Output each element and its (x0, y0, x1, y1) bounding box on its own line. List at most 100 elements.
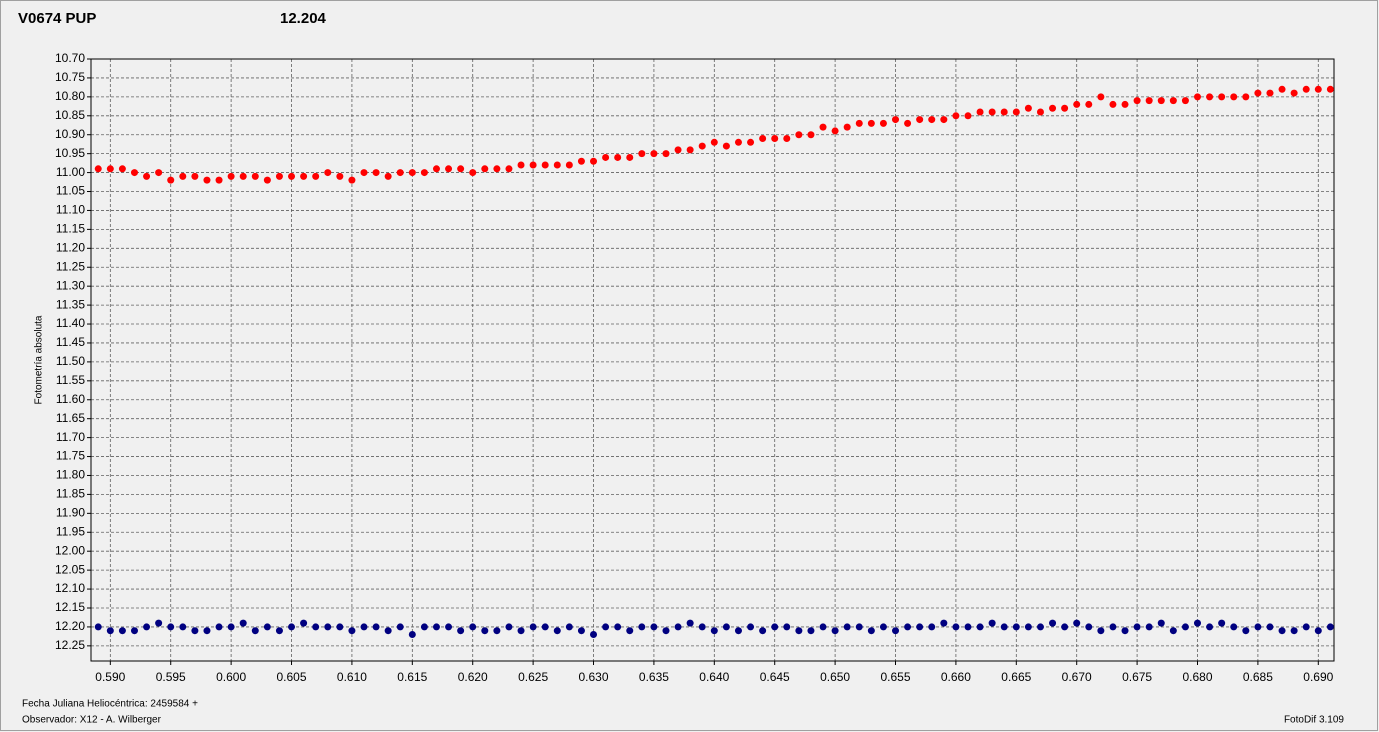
data-point (988, 108, 996, 116)
data-point (843, 623, 851, 631)
data-point (288, 172, 296, 180)
x-tick-label: 0.595 (156, 670, 186, 684)
data-point (940, 116, 948, 124)
data-point (432, 623, 440, 631)
data-point (614, 623, 622, 631)
data-point (952, 623, 960, 631)
data-point (928, 623, 936, 631)
data-point (336, 172, 344, 180)
data-point (855, 623, 863, 631)
x-tick-label: 0.620 (458, 670, 488, 684)
data-point (565, 623, 573, 631)
data-point (1181, 623, 1189, 631)
data-point (517, 161, 525, 169)
data-point (831, 627, 839, 635)
data-point (710, 627, 718, 635)
data-point (892, 627, 900, 635)
data-point (227, 623, 235, 631)
x-tick-label: 0.665 (1001, 670, 1031, 684)
data-point (1290, 627, 1298, 635)
data-point (1049, 619, 1057, 627)
data-point (372, 623, 380, 631)
data-point (167, 176, 175, 184)
data-point (747, 623, 755, 631)
y-tick-label: 12.05 (55, 562, 85, 576)
data-point (396, 623, 404, 631)
y-tick-label: 11.00 (56, 165, 85, 179)
data-point (1000, 623, 1008, 631)
data-point (952, 112, 960, 120)
data-point (928, 116, 936, 124)
data-point (1278, 85, 1286, 93)
data-point (1242, 93, 1250, 101)
data-point (1073, 100, 1081, 108)
data-point (553, 627, 561, 635)
data-point (348, 176, 356, 184)
data-point (384, 172, 392, 180)
data-point (988, 619, 996, 627)
data-point (312, 623, 320, 631)
data-point (734, 627, 742, 635)
data-point (505, 623, 513, 631)
y-tick-label: 11.60 (56, 392, 85, 406)
x-tick-label: 0.645 (760, 670, 790, 684)
data-point (1218, 619, 1226, 627)
data-point (892, 116, 900, 124)
data-point (1278, 627, 1286, 635)
y-tick-label: 11.90 (56, 506, 85, 520)
data-point (360, 169, 368, 177)
data-point (1157, 619, 1165, 627)
data-point (674, 623, 682, 631)
y-tick-label: 12.00 (55, 543, 85, 557)
data-point (493, 627, 501, 635)
data-point (251, 172, 259, 180)
data-point (1326, 623, 1334, 631)
data-point (783, 623, 791, 631)
data-point (1206, 623, 1214, 631)
data-point (638, 150, 646, 158)
y-tick-label: 10.95 (55, 146, 85, 160)
data-point (650, 150, 658, 158)
data-point (239, 172, 247, 180)
data-point (312, 172, 320, 180)
y-tick-label: 11.95 (56, 524, 85, 538)
data-point (275, 172, 283, 180)
x-tick-label: 0.640 (699, 670, 729, 684)
data-point (1061, 104, 1069, 112)
data-point (722, 142, 730, 150)
data-point (420, 623, 428, 631)
plot-area (91, 59, 1334, 661)
data-point (650, 623, 658, 631)
data-point (275, 627, 283, 635)
y-tick-label: 11.65 (56, 411, 85, 425)
x-tick-label: 0.650 (820, 670, 850, 684)
data-point (457, 165, 465, 173)
data-point (867, 627, 875, 635)
data-point (94, 165, 102, 173)
y-tick-label: 10.85 (55, 108, 85, 122)
data-point (203, 627, 211, 635)
y-tick-label: 12.20 (55, 619, 85, 633)
data-point (674, 146, 682, 154)
data-point (553, 161, 561, 169)
data-point (577, 157, 585, 165)
y-tick-label: 11.30 (56, 278, 85, 292)
data-point (1206, 93, 1214, 101)
data-point (1314, 85, 1322, 93)
data-point (1290, 89, 1298, 97)
data-point (904, 623, 912, 631)
data-point (239, 619, 247, 627)
data-point (481, 627, 489, 635)
data-point (855, 119, 863, 127)
y-tick-label: 10.70 (55, 51, 85, 65)
data-point (191, 172, 199, 180)
data-point (1266, 89, 1274, 97)
data-point (602, 153, 610, 161)
data-point (807, 131, 815, 139)
y-tick-label: 11.50 (56, 354, 85, 368)
data-point (541, 161, 549, 169)
data-point (1024, 623, 1032, 631)
data-point (614, 153, 622, 161)
